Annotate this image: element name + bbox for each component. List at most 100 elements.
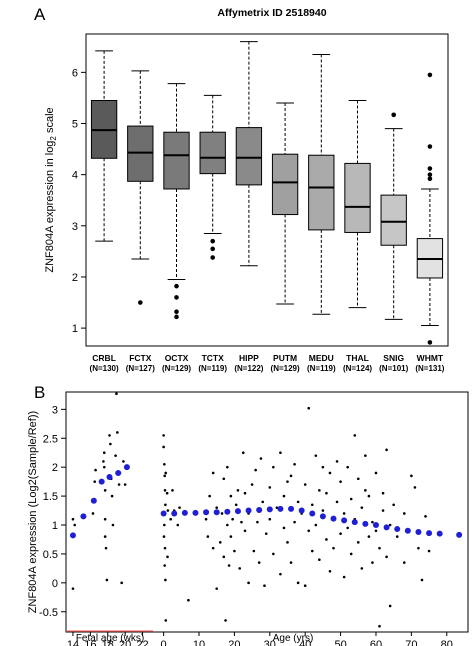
panel-a-category-labels: CRBL(N=130)FCTX(N=127)OCTX(N=129)TCTX(N=… (90, 353, 445, 373)
panel-a-ylabel-main: ZNF804A expression in log (44, 141, 56, 273)
box-iqr (271, 153, 299, 216)
age-data-point (424, 515, 427, 518)
age-data-point (364, 454, 367, 457)
outlier-point (427, 72, 433, 78)
fetal-data-point (103, 489, 107, 492)
age-data-point (282, 494, 286, 498)
age-data-point (233, 549, 236, 553)
age-data-point (328, 569, 332, 573)
age-data-point (206, 535, 210, 538)
age-data-point (215, 587, 219, 590)
age-data-point (162, 434, 165, 437)
box-fctx (127, 70, 154, 305)
category-count: (N=131) (415, 364, 444, 373)
age-data-point (243, 529, 247, 533)
age-data-point (163, 523, 166, 527)
age-data-point (342, 512, 346, 515)
outlier-point (427, 166, 433, 171)
age-data-point (420, 578, 424, 582)
category-label: TCTX (202, 353, 225, 363)
age-data-point (303, 483, 307, 486)
fetal-data-point (111, 523, 115, 527)
age-data-point (385, 555, 388, 559)
category-label: SNIG (383, 353, 404, 363)
age-data-point (328, 471, 332, 475)
age-data-point (353, 434, 357, 437)
age-data-point (335, 500, 339, 504)
fetal-data-point (103, 535, 107, 538)
age-trend-point (426, 530, 433, 537)
age-data-point (227, 564, 231, 567)
fetal-data-point (104, 546, 108, 550)
category-count: (N=129) (271, 364, 300, 373)
category-count: (N=127) (126, 364, 155, 373)
age-data-point (427, 549, 431, 553)
age-data-point (413, 486, 417, 489)
panel-b-ylabel: ZNF804A expression (Log2(Sample/Ref)) (27, 411, 39, 613)
outlier-point (174, 309, 179, 315)
age-data-point (164, 471, 168, 475)
age-data-point (163, 489, 167, 492)
age-data-point (356, 541, 360, 544)
box-iqr (163, 131, 190, 190)
category-count: (N=101) (379, 364, 408, 373)
age-data-point (296, 581, 300, 585)
outlier-point (174, 314, 179, 320)
y-tick-label: 2 (52, 462, 58, 474)
age-data-point (171, 489, 174, 492)
age-trend-point (192, 509, 199, 516)
outlier-point (174, 283, 179, 289)
age-data-point (176, 523, 180, 527)
fetal-x-tick-label: 20 (119, 639, 131, 646)
age-x-tick-label: 70 (405, 639, 417, 646)
fetal-trend-point (98, 478, 105, 485)
age-data-point (208, 494, 211, 498)
age-data-point (272, 465, 275, 469)
age-data-point (364, 489, 367, 492)
category-label: WHMT (417, 353, 444, 363)
age-data-point (417, 546, 420, 550)
age-data-point (211, 471, 215, 475)
outlier-point (391, 112, 397, 118)
fetal-trend-point (123, 464, 130, 471)
age-trend-point (351, 519, 358, 526)
fetal-trend-point (69, 532, 76, 539)
box-octx (163, 83, 190, 320)
age-trend-point (160, 510, 167, 517)
age-x-tick-label: 50 (334, 639, 346, 646)
panel-b-y-axis: -0.5 0 0.5 1 1.5 2 2.5 3 (39, 404, 66, 619)
age-data-point (247, 581, 250, 585)
age-data-point (286, 480, 289, 483)
fetal-data-point (117, 483, 121, 486)
fetal-data-point (71, 587, 75, 590)
box-whmt (416, 72, 444, 345)
age-trend-point (456, 531, 463, 538)
age-trend-point (256, 506, 263, 513)
age-data-point (261, 500, 265, 504)
fetal-trend-point (115, 469, 122, 476)
category-count: (N=119) (198, 364, 227, 373)
age-data-point (178, 506, 181, 509)
age-data-point (163, 564, 166, 567)
age-data-point (164, 503, 167, 507)
fetal-data-point (120, 581, 123, 585)
age-data-point (204, 517, 208, 521)
age-trend-point (309, 510, 316, 517)
age-trend-point (234, 508, 241, 515)
panel-a-title: Affymetrix ID 2518940 (217, 7, 326, 19)
outlier-point (427, 172, 433, 177)
y-tick-label: 2 (72, 272, 78, 284)
fetal-data-point (73, 523, 76, 527)
age-data-point (342, 575, 346, 579)
box-iqr (380, 194, 407, 246)
fetal-x-tick-label: 14 (67, 639, 79, 646)
category-count: (N=119) (307, 364, 336, 373)
box-snig (380, 112, 407, 320)
age-data-point (226, 465, 229, 469)
box-iqr (308, 154, 335, 231)
age-trend-point (436, 530, 443, 537)
outlier-point (427, 176, 433, 182)
age-data-point (325, 491, 328, 495)
age-data-point (367, 535, 371, 538)
age-data-point (410, 474, 413, 478)
